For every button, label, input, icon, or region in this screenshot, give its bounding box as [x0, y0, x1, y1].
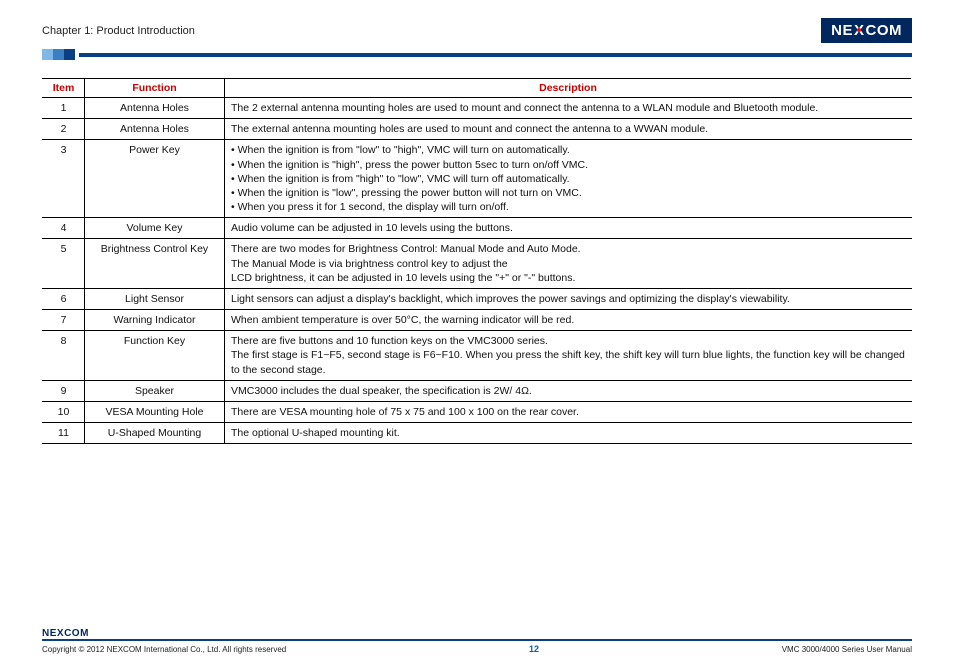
table-row: 4Volume KeyAudio volume can be adjusted …	[43, 218, 912, 239]
cell-description: Light sensors can adjust a display's bac…	[225, 288, 912, 309]
table-row: 1Antenna HolesThe 2 external antenna mou…	[43, 98, 912, 119]
table-row: 9SpeakerVMC3000 includes the dual speake…	[43, 380, 912, 401]
cell-description: VMC3000 includes the dual speaker, the s…	[225, 380, 912, 401]
cell-item: 7	[43, 310, 85, 331]
logo-text-post: COM	[866, 22, 903, 39]
cell-item: 11	[43, 423, 85, 444]
cell-function: Antenna Holes	[85, 98, 225, 119]
cell-description: There are two modes for Brightness Contr…	[225, 239, 912, 289]
cell-item: 9	[43, 380, 85, 401]
table-row: 7Warning IndicatorWhen ambient temperatu…	[43, 310, 912, 331]
accent-square-icon	[42, 49, 53, 60]
cell-function: Warning Indicator	[85, 310, 225, 331]
footer-logo-pre: NE	[42, 628, 57, 639]
cell-item: 1	[43, 98, 85, 119]
page-number: 12	[529, 644, 539, 654]
chapter-title: Chapter 1: Product Introduction	[42, 25, 195, 37]
page-footer: NEXCOM Copyright © 2012 NEXCOM Internati…	[42, 628, 912, 654]
cell-description: When ambient temperature is over 50°C, t…	[225, 310, 912, 331]
cell-item: 4	[43, 218, 85, 239]
cell-item: 5	[43, 239, 85, 289]
cell-function: U-Shaped Mounting	[85, 423, 225, 444]
spec-table: Item Function Description 1Antenna Holes…	[42, 78, 912, 444]
cell-description: The optional U-shaped mounting kit.	[225, 423, 912, 444]
doc-title: VMC 3000/4000 Series User Manual	[782, 645, 912, 654]
accent-square-icon	[64, 49, 75, 60]
table-header-row: Item Function Description	[43, 79, 912, 98]
brand-logo: NEXCOM	[821, 18, 912, 43]
cell-function: Speaker	[85, 380, 225, 401]
table-row: 5Brightness Control KeyThere are two mod…	[43, 239, 912, 289]
cell-item: 3	[43, 140, 85, 218]
table-row: 8Function KeyThere are five buttons and …	[43, 331, 912, 381]
cell-item: 10	[43, 401, 85, 422]
footer-logo: NEXCOM	[42, 628, 912, 639]
cell-item: 2	[43, 119, 85, 140]
cell-item: 6	[43, 288, 85, 309]
logo-text-pre: NE	[831, 22, 853, 39]
table-row: 10VESA Mounting HoleThere are VESA mount…	[43, 401, 912, 422]
header-divider	[42, 49, 912, 60]
cell-description: • When the ignition is from "low" to "hi…	[225, 140, 912, 218]
cell-function: Function Key	[85, 331, 225, 381]
cell-function: Power Key	[85, 140, 225, 218]
table-row: 6Light SensorLight sensors can adjust a …	[43, 288, 912, 309]
cell-function: Antenna Holes	[85, 119, 225, 140]
col-function: Function	[85, 79, 225, 98]
table-row: 2Antenna HolesThe external antenna mount…	[43, 119, 912, 140]
copyright-text: Copyright © 2012 NEXCOM International Co…	[42, 645, 286, 654]
cell-function: Light Sensor	[85, 288, 225, 309]
cell-description: There are five buttons and 10 function k…	[225, 331, 912, 381]
footer-logo-post: COM	[64, 628, 89, 639]
cell-description: The 2 external antenna mounting holes ar…	[225, 98, 912, 119]
footer-rule	[42, 639, 912, 641]
table-row: 11U-Shaped MountingThe optional U-shaped…	[43, 423, 912, 444]
table-row: 3Power Key• When the ignition is from "l…	[43, 140, 912, 218]
footer-logo-x-icon: X	[57, 628, 64, 639]
cell-description: Audio volume can be adjusted in 10 level…	[225, 218, 912, 239]
col-description: Description	[225, 79, 912, 98]
cell-item: 8	[43, 331, 85, 381]
cell-description: The external antenna mounting holes are …	[225, 119, 912, 140]
cell-function: Volume Key	[85, 218, 225, 239]
logo-x-icon: X	[854, 22, 865, 39]
header-rule	[79, 53, 912, 57]
cell-description: There are VESA mounting hole of 75 x 75 …	[225, 401, 912, 422]
cell-function: VESA Mounting Hole	[85, 401, 225, 422]
col-item: Item	[43, 79, 85, 98]
cell-function: Brightness Control Key	[85, 239, 225, 289]
accent-square-icon	[53, 49, 64, 60]
